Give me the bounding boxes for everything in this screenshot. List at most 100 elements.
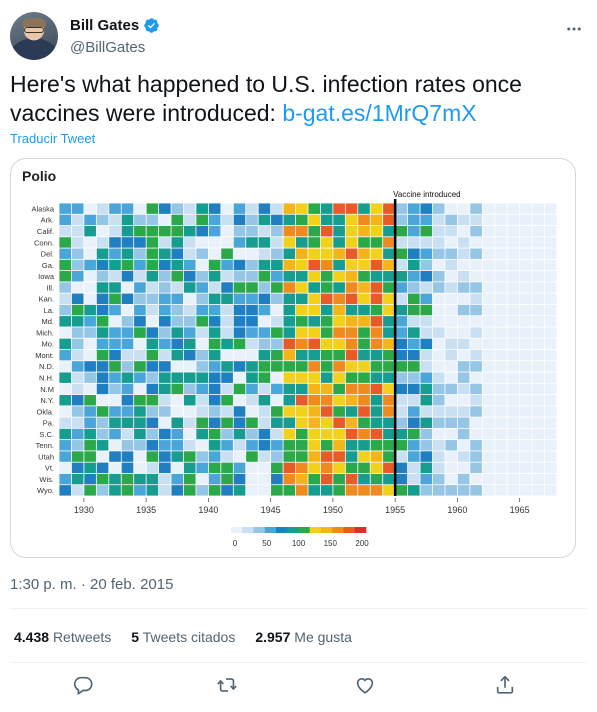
heatmap-cell [183,214,196,226]
author-name[interactable]: Bill Gates [70,17,140,34]
heatmap-cell [121,225,134,237]
heatmap-cell [320,259,333,271]
heatmap-cell [71,383,84,395]
heatmap-cell [159,316,171,327]
heatmap-cell [84,248,96,259]
heatmap-cell [109,259,121,271]
heatmap-cell [395,485,408,496]
tweet-link[interactable]: b-gat.es/1MrQ7mX [282,100,477,126]
heatmap-cell [395,383,408,395]
heatmap-cell [183,417,196,428]
heatmap-cell [183,361,196,372]
heatmap-cell [308,225,321,237]
media-card[interactable]: Polio Alaska Ark. Calif. Conn. Del. Ga. Iowa Il… [10,158,576,558]
heatmap-cell [520,440,532,451]
heatmap-cell [96,383,109,395]
heatmap-cell [520,225,532,237]
quotes-count: 5 [131,629,140,645]
heatmap-cell [520,361,532,372]
heatmap-cell [495,259,507,271]
heatmap-cell [358,451,370,462]
heatmap-cell [544,473,557,485]
heatmap-cell [383,293,395,305]
heatmap-cell [196,293,208,305]
retweets-stat[interactable]: 4.438 Retweets [14,629,111,645]
heatmap-cell [358,316,370,327]
translate-tweet-link[interactable]: Traducir Tweet [10,131,96,146]
heatmap-cell [283,361,296,372]
heatmap-cell [320,304,333,316]
heatmap-cell [283,473,296,485]
heatmap-cell [544,282,557,293]
heatmap-cell [246,473,258,485]
heatmap-cell [258,428,271,440]
heatmap-cell [121,293,134,305]
heatmap-cell [121,394,134,406]
heatmap-cell [395,271,408,282]
heatmap-cell [408,451,420,462]
heatmap-cell [457,440,470,451]
heatmap-cell [59,428,72,440]
heatmap-cell [96,327,109,338]
colorbar-swatch [298,527,311,533]
heatmap-cell [196,394,208,406]
heatmap-cell [159,293,171,305]
heatmap-cell [159,237,171,248]
heatmap-cell [345,394,358,406]
heatmap-cell [482,383,495,395]
heatmap-cell [395,440,408,451]
more-dots-icon[interactable] [563,18,585,40]
heatmap-cell [457,394,470,406]
heatmap-cell [457,383,470,395]
retweet-icon[interactable] [216,674,240,698]
heatmap-cell [333,406,345,417]
avatar[interactable] [10,12,58,60]
heatmap-cell [233,293,246,305]
heatmap-cell [221,394,233,406]
colorbar-swatch [231,527,243,533]
heatmap-cell [84,440,96,451]
reply-icon[interactable] [72,674,96,698]
heatmap-cell [308,451,321,462]
heatmap-cell [520,417,532,428]
heatmap-cell [271,394,283,406]
heatmap-chart: Alaska Ark. Calif. Conn. Del. Ga. Iowa Ill. Kan.… [31,190,557,548]
x-tick-label: 1930 [74,505,94,515]
heatmap-cell [358,406,370,417]
quotes-stat[interactable]: 5 Tweets citados [131,629,235,645]
heatmap-cell [333,304,345,316]
heatmap-cell [221,214,233,226]
heatmap-cell [283,428,296,440]
heatmap-cell [395,304,408,316]
heatmap-cell [482,349,495,361]
heatmap-cell [71,462,84,474]
share-icon[interactable] [494,674,518,698]
heatmap-cell [470,485,482,496]
heatmap-cell [345,304,358,316]
likes-stat[interactable]: 2.957 Me gusta [255,629,352,645]
heatmap-cell [134,349,146,361]
heatmap-cell [295,485,308,496]
heart-icon[interactable] [354,674,378,698]
heatmap-cell [395,203,408,214]
author-name-row[interactable]: Bill Gates [70,17,160,34]
heatmap-cell [59,304,72,316]
author-handle[interactable]: @BillGates [70,39,146,56]
heatmap-cell [295,349,308,361]
heatmap-cell [333,282,345,293]
heatmap-cell [345,282,358,293]
heatmap-cell [383,338,395,350]
heatmap-cell [333,338,345,350]
heatmap-cell [271,338,283,350]
heatmap-cell [134,406,146,417]
heatmap-cell [96,406,109,417]
heatmap-cell [159,406,171,417]
heatmap-cell [258,485,271,496]
heatmap-cell [271,271,283,282]
heatmap-cell [71,282,84,293]
heatmap-cell [495,271,507,282]
heatmap-cell [333,349,345,361]
tweet-timestamp[interactable]: 1:30 p. m. · 20 feb. 2015 [10,576,174,593]
heatmap-cell [258,259,271,271]
heatmap-cell [495,406,507,417]
